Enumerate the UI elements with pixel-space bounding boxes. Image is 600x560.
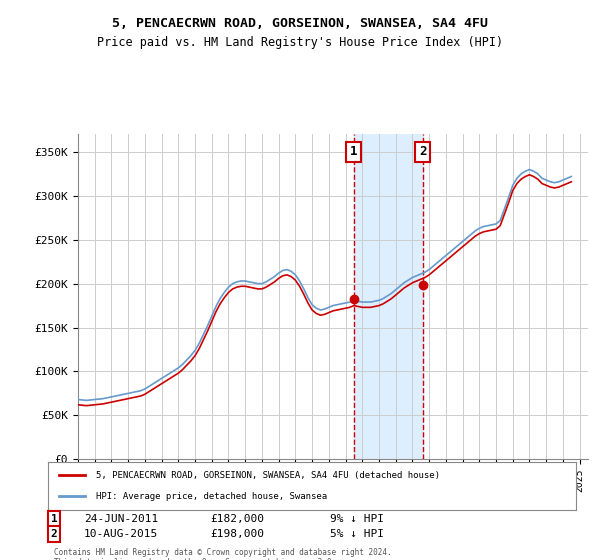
Text: 5, PENCAECRWN ROAD, GORSEINON, SWANSEA, SA4 4FU: 5, PENCAECRWN ROAD, GORSEINON, SWANSEA, … — [112, 17, 488, 30]
Text: 9% ↓ HPI: 9% ↓ HPI — [330, 514, 384, 524]
Text: Price paid vs. HM Land Registry's House Price Index (HPI): Price paid vs. HM Land Registry's House … — [97, 36, 503, 49]
Text: 1: 1 — [350, 146, 358, 158]
Text: 5% ↓ HPI: 5% ↓ HPI — [330, 529, 384, 539]
Text: £182,000: £182,000 — [210, 514, 264, 524]
Text: 10-AUG-2015: 10-AUG-2015 — [84, 529, 158, 539]
Text: 2: 2 — [419, 146, 427, 158]
Text: Contains HM Land Registry data © Crown copyright and database right 2024.
This d: Contains HM Land Registry data © Crown c… — [54, 548, 392, 560]
Text: 24-JUN-2011: 24-JUN-2011 — [84, 514, 158, 524]
Text: 2: 2 — [50, 529, 58, 539]
Text: HPI: Average price, detached house, Swansea: HPI: Average price, detached house, Swan… — [95, 492, 326, 501]
Bar — [353, 134, 422, 459]
Text: 1: 1 — [50, 514, 58, 524]
Text: 5, PENCAECRWN ROAD, GORSEINON, SWANSEA, SA4 4FU (detached house): 5, PENCAECRWN ROAD, GORSEINON, SWANSEA, … — [95, 471, 440, 480]
Text: £198,000: £198,000 — [210, 529, 264, 539]
